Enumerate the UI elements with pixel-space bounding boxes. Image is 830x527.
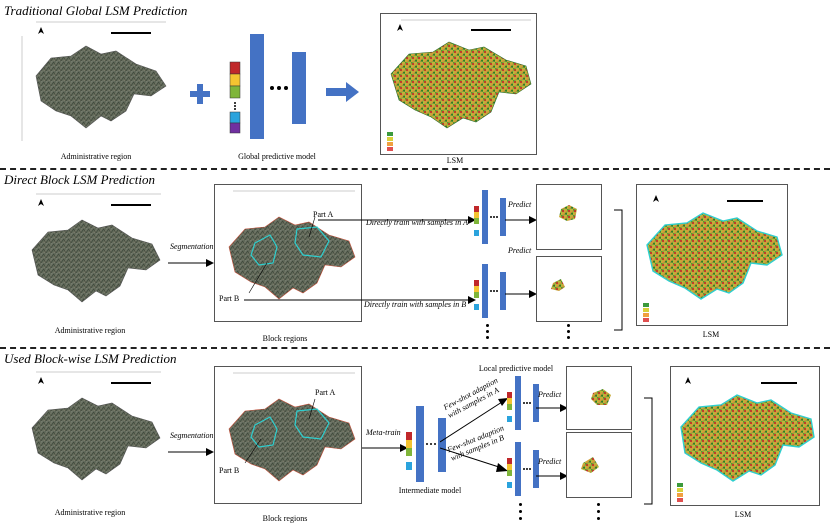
north-arrow-icon — [38, 27, 44, 34]
predict-label-a: Predict — [538, 390, 562, 399]
predict-label-b: Predict — [538, 457, 562, 466]
prediction-part-a — [536, 184, 602, 250]
section-title-blockwise: Used Block-wise LSM Prediction — [4, 351, 177, 366]
train-arrow-a — [318, 212, 478, 224]
local-model-b — [472, 262, 512, 320]
prediction-part-a — [566, 366, 632, 430]
administrative-region-map — [16, 16, 176, 146]
section-divider — [0, 168, 830, 170]
part-a-label: Part A — [315, 388, 336, 397]
section-divider — [0, 347, 830, 349]
part-b-label: Part B — [219, 294, 240, 303]
predict-arrow-b — [505, 286, 537, 298]
admin-region-caption: Administrative region — [60, 152, 132, 161]
right-arrow-icon — [326, 80, 360, 104]
admin-region-caption: Administrative region — [54, 326, 126, 335]
predict-arrow-a — [536, 400, 568, 412]
part-b-label: Part B — [219, 466, 240, 475]
segmentation-label: Segmentation — [170, 242, 214, 251]
local-model-a — [506, 374, 542, 432]
section-title-direct: Direct Block LSM Prediction — [4, 172, 156, 187]
lsm-map-direct — [636, 184, 788, 326]
intermediate-model — [404, 404, 450, 484]
global-model-caption: Global predictive model — [238, 152, 316, 161]
feature-stack — [229, 61, 241, 134]
administrative-region-map — [16, 366, 166, 496]
predict-arrow-a — [505, 212, 537, 224]
section-title-traditional: Traditional Global LSM Prediction — [4, 3, 188, 18]
lsm-map-blockwise — [670, 366, 820, 506]
lsm-caption-traditional: LSM — [446, 156, 464, 165]
train-arrow-b — [244, 292, 478, 304]
local-model-caption: Local predictive model — [478, 364, 554, 373]
lsm-caption-blockwise: LSM — [734, 510, 752, 519]
bracket-icon — [612, 208, 634, 332]
predict-label-a: Predict — [508, 200, 532, 209]
prediction-part-b — [536, 256, 602, 322]
predict-label-b: Predict — [508, 246, 532, 255]
prediction-part-b — [566, 432, 632, 498]
segmentation-arrow — [168, 255, 214, 267]
intermediate-model-caption: Intermediate model — [398, 486, 462, 495]
block-regions-map — [214, 184, 362, 322]
lsm-caption-direct: LSM — [702, 330, 720, 339]
meta-train-arrow — [362, 440, 408, 452]
global-predictive-model — [222, 22, 322, 142]
block-regions-caption: Block regions — [262, 334, 308, 343]
admin-region-caption: Administrative region — [54, 508, 126, 517]
administrative-region-map — [16, 188, 166, 318]
fewshot-arrow-a — [439, 396, 510, 446]
ellipsis-icon — [270, 86, 288, 90]
segmentation-label: Segmentation — [170, 431, 214, 440]
meta-train-label: Meta-train — [366, 428, 401, 437]
scale-bar — [111, 32, 151, 34]
block-regions-caption: Block regions — [262, 514, 308, 523]
local-model-b — [506, 440, 542, 498]
local-model-a — [472, 188, 512, 246]
bracket-icon — [642, 396, 664, 506]
train-label-a: Directly train with samples in A — [366, 218, 468, 227]
train-label-b: Directly train with samples in B — [364, 300, 467, 309]
lsm-map-global — [380, 13, 537, 155]
block-regions-map — [214, 366, 362, 504]
predict-arrow-b — [536, 468, 568, 480]
fewshot-arrow-b — [439, 444, 510, 474]
plus-icon — [188, 82, 212, 106]
part-a-label: Part A — [313, 210, 334, 219]
segmentation-arrow — [168, 444, 214, 456]
